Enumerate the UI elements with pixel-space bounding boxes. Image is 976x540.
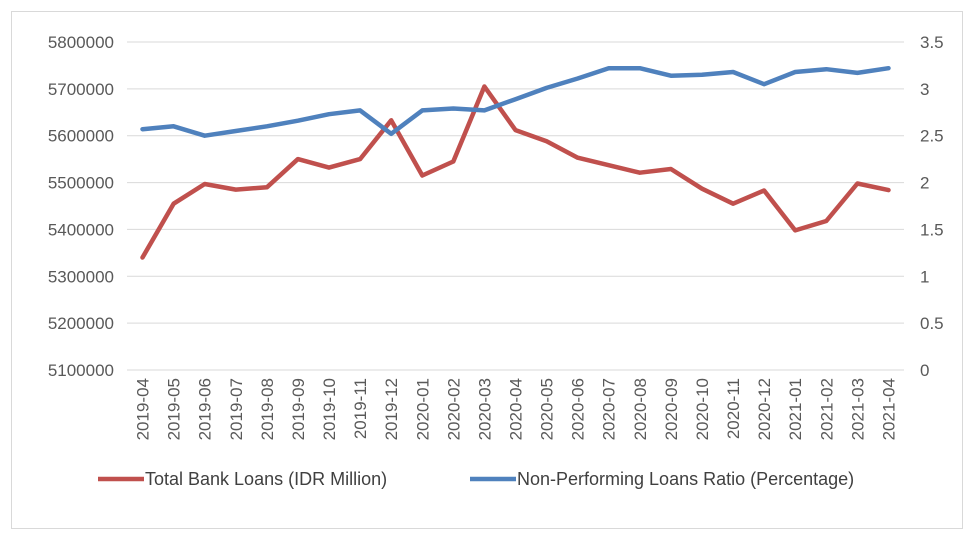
x-axis-tick-label: 2021-02 bbox=[817, 378, 836, 440]
right-axis-tick-label: 1 bbox=[920, 267, 929, 286]
right-axis-tick-labels: 0 0.5 1 1.5 2 2.5 3 3.5 bbox=[920, 33, 944, 380]
left-axis-tick-label: 5300000 bbox=[48, 267, 114, 286]
right-axis-tick-label: 0.5 bbox=[920, 314, 944, 333]
right-axis-tick-label: 3 bbox=[920, 80, 929, 99]
legend-label: Non-Performing Loans Ratio (Percentage) bbox=[517, 469, 854, 489]
x-axis-tick-label: 2019-08 bbox=[258, 378, 277, 440]
right-axis-tick-label: 0 bbox=[920, 361, 929, 380]
series-lines bbox=[140, 65, 891, 260]
left-axis-tick-label: 5200000 bbox=[48, 314, 114, 333]
x-axis-tick-label: 2020-12 bbox=[755, 378, 774, 440]
left-axis-tick-labels: 5100000 5200000 5300000 5400000 5500000 56000… bbox=[48, 33, 114, 380]
x-axis-tick-label: 2021-04 bbox=[879, 378, 898, 440]
x-axis-tick-label: 2020-01 bbox=[413, 378, 432, 440]
right-axis-tick-label: 3.5 bbox=[920, 33, 944, 52]
left-axis-tick-label: 5100000 bbox=[48, 361, 114, 380]
gridlines bbox=[127, 41, 904, 371]
series-line bbox=[140, 84, 891, 260]
x-axis-tick-label: 2020-06 bbox=[569, 378, 588, 440]
x-axis-tick-label: 2021-01 bbox=[786, 378, 805, 440]
left-axis-tick-label: 5500000 bbox=[48, 174, 114, 193]
x-axis-tick-label: 2019-06 bbox=[196, 378, 215, 440]
x-axis-tick-label: 2020-08 bbox=[631, 378, 650, 440]
x-axis-tick-label: 2020-05 bbox=[538, 378, 557, 440]
right-axis-tick-label: 2.5 bbox=[920, 127, 944, 146]
x-axis-tick-label: 2019-10 bbox=[320, 378, 339, 440]
left-axis-tick-label: 5800000 bbox=[48, 33, 114, 52]
x-axis-tick-label: 2020-07 bbox=[600, 378, 619, 440]
series-line bbox=[140, 65, 891, 138]
x-axis-tick-label: 2020-11 bbox=[724, 378, 743, 439]
left-axis-tick-label: 5600000 bbox=[48, 127, 114, 146]
left-axis-tick-label: 5700000 bbox=[48, 80, 114, 99]
left-axis-tick-label: 5400000 bbox=[48, 220, 114, 239]
x-axis-tick-label: 2019-04 bbox=[134, 378, 153, 440]
x-axis-tick-label: 2020-10 bbox=[693, 378, 712, 440]
right-axis-tick-label: 1.5 bbox=[920, 220, 944, 239]
x-axis-tick-label: 2019-12 bbox=[382, 378, 401, 440]
x-axis-tick-label: 2019-07 bbox=[227, 378, 246, 440]
x-axis-tick-label: 2019-11 bbox=[351, 378, 370, 439]
x-axis-tick-label: 2019-05 bbox=[165, 378, 184, 440]
legend: Total Bank Loans (IDR Million) Non-Perfor… bbox=[98, 469, 854, 489]
x-axis-tick-label: 2021-03 bbox=[848, 378, 867, 440]
legend-label: Total Bank Loans (IDR Million) bbox=[145, 469, 387, 489]
x-axis-tick-label: 2020-09 bbox=[662, 378, 681, 440]
x-axis-tick-label: 2019-09 bbox=[289, 378, 308, 440]
right-axis-tick-label: 2 bbox=[920, 174, 929, 193]
x-axis-tick-label: 2020-04 bbox=[507, 378, 526, 440]
x-axis-tick-label: 2020-03 bbox=[475, 378, 494, 440]
x-axis-tick-labels: 2019-04 2019-05 2019-06 2019-07 2019-08 2019-… bbox=[134, 378, 899, 440]
chart-frame bbox=[11, 11, 963, 529]
x-axis-tick-label: 2020-02 bbox=[444, 378, 463, 440]
